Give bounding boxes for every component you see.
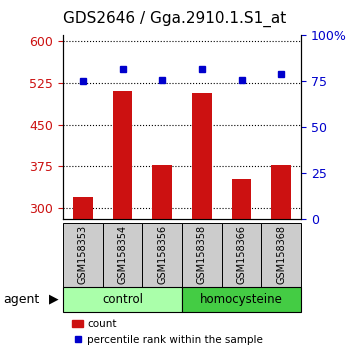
Bar	[271, 165, 291, 219]
Bar	[192, 93, 212, 219]
Text: GSM158368: GSM158368	[276, 225, 286, 284]
Text: GDS2646 / Gga.2910.1.S1_at: GDS2646 / Gga.2910.1.S1_at	[63, 11, 287, 27]
FancyBboxPatch shape	[103, 223, 142, 287]
FancyBboxPatch shape	[182, 287, 301, 312]
Text: GSM158353: GSM158353	[78, 225, 88, 285]
FancyBboxPatch shape	[261, 223, 301, 287]
Text: GSM158358: GSM158358	[197, 225, 207, 285]
Bar	[232, 179, 251, 219]
FancyBboxPatch shape	[182, 223, 222, 287]
Text: agent: agent	[4, 293, 40, 306]
FancyBboxPatch shape	[63, 223, 103, 287]
Text: ▶: ▶	[49, 293, 59, 306]
Bar	[113, 91, 132, 219]
FancyBboxPatch shape	[63, 287, 182, 312]
FancyBboxPatch shape	[222, 223, 261, 287]
Text: GSM158354: GSM158354	[118, 225, 127, 285]
Bar	[73, 197, 93, 219]
Bar	[152, 165, 172, 219]
Text: homocysteine: homocysteine	[200, 293, 283, 306]
Text: control: control	[102, 293, 143, 306]
FancyBboxPatch shape	[142, 223, 182, 287]
Legend: count, percentile rank within the sample: count, percentile rank within the sample	[68, 315, 267, 349]
Text: GSM158356: GSM158356	[157, 225, 167, 285]
Text: GSM158366: GSM158366	[237, 225, 246, 284]
